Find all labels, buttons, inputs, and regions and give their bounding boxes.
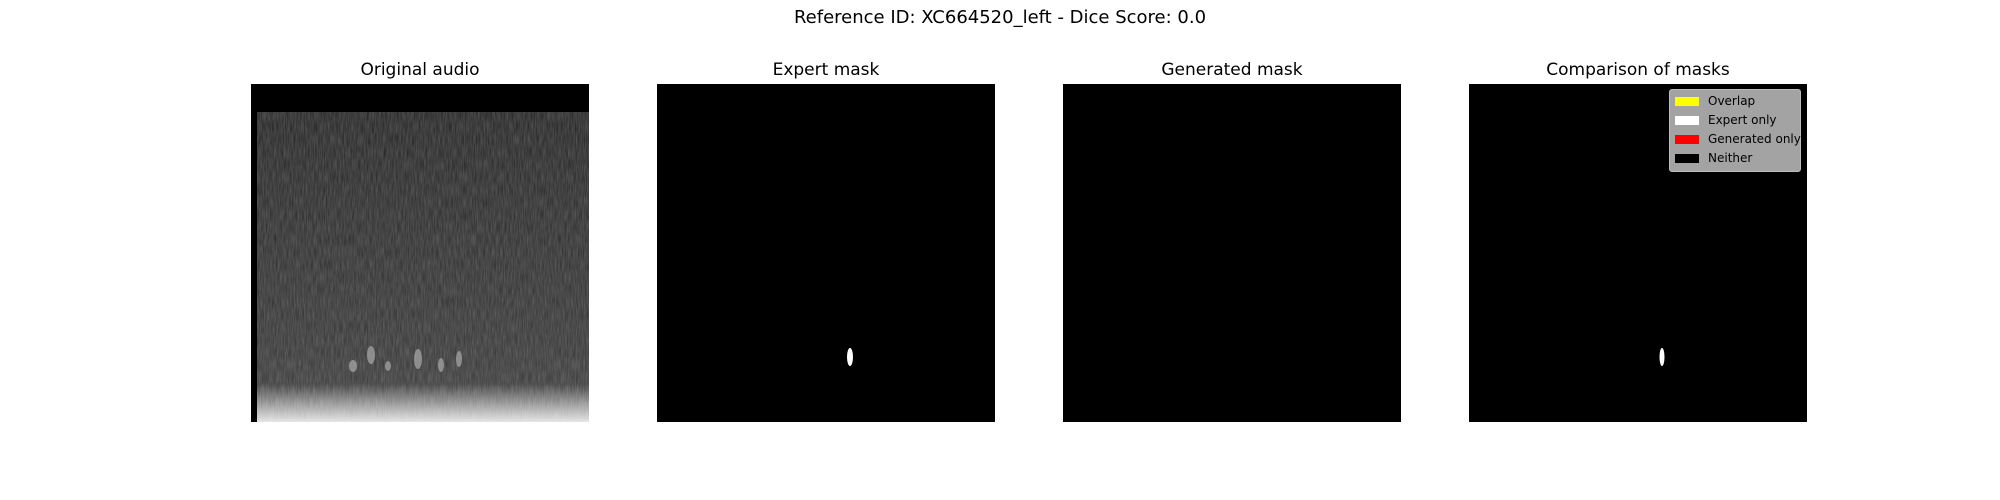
panel-title-expert-mask: Expert mask — [772, 60, 880, 80]
spectrogram-call-blobs — [349, 346, 462, 372]
panel-title-original-audio: Original audio — [360, 60, 480, 80]
expert-mask-svg — [657, 84, 995, 422]
legend-item-neither: Neither — [1670, 149, 1800, 168]
comparison-legend: Overlap Expert only Generated only Neith… — [1669, 89, 1801, 172]
panel-expert-mask: Expert mask — [657, 58, 995, 428]
figure-suptitle: Reference ID: XC664520_left - Dice Score… — [793, 7, 1207, 28]
spectrogram-image — [251, 84, 589, 422]
generated-mask-image — [1063, 84, 1401, 422]
legend-label-generated-only: Generated only — [1708, 132, 1801, 146]
legend-item-expert-only: Expert only — [1670, 111, 1800, 130]
panel-comparison-of-masks: Comparison of masks Overlap Expert only … — [1469, 58, 1807, 428]
legend-swatch-generated-only — [1675, 135, 1699, 144]
spectrogram-svg — [251, 84, 589, 422]
legend-item-overlap: Overlap — [1670, 92, 1800, 111]
expert-mask-image — [657, 84, 995, 422]
spectrogram-texture — [257, 112, 589, 422]
spectrogram-call-blob — [349, 360, 357, 372]
panel-title-generated-mask: Generated mask — [1161, 60, 1303, 80]
panel-generated-mask: Generated mask — [1063, 58, 1401, 428]
spectrogram-call-blob — [438, 358, 444, 372]
spectrogram-call-blob — [385, 361, 391, 371]
legend-label-expert-only: Expert only — [1708, 113, 1777, 127]
spectrogram-low-frequency-band — [257, 384, 589, 422]
panel-title-comparison: Comparison of masks — [1546, 60, 1730, 80]
spectrogram-call-blob — [367, 346, 375, 364]
generated-mask-svg — [1063, 84, 1401, 422]
legend-label-neither: Neither — [1708, 151, 1753, 165]
panel-original-audio: Original audio — [251, 58, 589, 428]
legend-item-generated-only: Generated only — [1670, 130, 1801, 149]
spectrogram-call-blob — [414, 349, 422, 369]
expert-mask-background — [657, 84, 995, 422]
legend-swatch-overlap — [1675, 97, 1699, 106]
comparison-expert-only-region — [1659, 348, 1665, 366]
expert-mask-region — [847, 348, 853, 366]
generated-mask-background — [1063, 84, 1401, 422]
spectrogram-call-blob — [456, 351, 462, 367]
legend-swatch-expert-only — [1675, 116, 1699, 125]
comparison-mask-image: Overlap Expert only Generated only Neith… — [1469, 84, 1807, 422]
legend-label-overlap: Overlap — [1708, 94, 1756, 108]
legend-swatch-neither — [1675, 154, 1699, 163]
